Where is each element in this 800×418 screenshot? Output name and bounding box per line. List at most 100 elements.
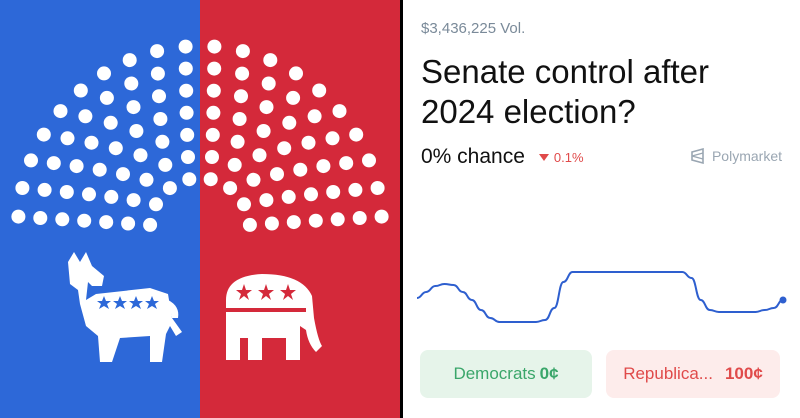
senate-seat [370, 181, 385, 195]
senate-seat [15, 181, 30, 195]
senate-seat [281, 189, 296, 204]
senate-seat [205, 127, 220, 142]
senate-seat [78, 109, 93, 124]
market-card[interactable]: $3,436,225 Vol. Senate control after 202… [403, 0, 800, 418]
senate-seat [133, 148, 148, 163]
senate-seat [73, 83, 88, 98]
senate-seat [348, 182, 363, 197]
senate-seat [264, 216, 279, 231]
senate-illustration [0, 0, 400, 418]
senate-seat [139, 172, 154, 187]
chart-series-line [416, 271, 784, 323]
chart-last-point [779, 296, 787, 304]
senate-seat [206, 105, 221, 120]
polymarket-logo-icon [691, 148, 704, 164]
buy-democrats-button[interactable]: Democrats 0¢ [420, 350, 592, 398]
senate-seat [227, 157, 242, 172]
chance-row: 0% chance 0.1% [421, 144, 584, 170]
senate-seat [235, 66, 250, 81]
outcome-price: 100¢ [724, 364, 763, 383]
senate-seat [289, 66, 303, 81]
senate-seat [126, 193, 141, 208]
senate-seat [126, 100, 141, 115]
senate-seat [207, 61, 222, 76]
outcome-name: Democrats [453, 364, 536, 383]
senate-seat [259, 193, 274, 208]
senate-seat [223, 181, 238, 196]
senate-seat [330, 212, 345, 227]
senate-seat [259, 100, 274, 115]
senate-seat [158, 157, 173, 172]
brand-name: Polymarket [711, 148, 782, 164]
senate-seat [69, 159, 84, 174]
senate-seat [55, 212, 70, 227]
senate-seat [77, 213, 92, 228]
senate-seat [270, 167, 284, 182]
senate-seat [108, 141, 123, 156]
senate-seat [36, 127, 51, 142]
senate-seat [308, 213, 323, 228]
senate-seat [286, 90, 301, 105]
senate-seat [97, 66, 111, 81]
senate-seat [232, 112, 247, 126]
senate-seat [316, 159, 331, 174]
senate-seat [181, 150, 195, 164]
down-arrow-icon [538, 153, 549, 161]
senate-seat [178, 39, 193, 54]
senate-seat [349, 127, 364, 142]
senate-seat [293, 162, 308, 177]
senate-seat [277, 141, 292, 156]
senate-seat [155, 134, 170, 149]
senate-seat [374, 209, 389, 224]
senate-seat [11, 209, 26, 224]
senate-seat [230, 134, 245, 149]
senate-seat [207, 39, 222, 54]
senate-seat [312, 83, 327, 98]
senate-seat [205, 150, 219, 164]
senate-seat [152, 89, 166, 104]
senate-seat [339, 156, 354, 171]
senate-seat [261, 76, 276, 91]
senate-seat [286, 215, 301, 230]
senate-seat [178, 61, 193, 76]
senate-seat [153, 112, 168, 126]
senate-seat [99, 90, 114, 105]
senate-seat [237, 197, 251, 212]
senate-seat [263, 53, 278, 68]
senate-seat [206, 83, 221, 98]
senate-seat [46, 156, 61, 171]
senate-seat [99, 215, 114, 230]
senate-seat [150, 44, 165, 59]
market-question[interactable]: Senate control after 2024 election? [421, 53, 710, 130]
senate-seat [246, 172, 261, 187]
senate-seat [203, 172, 218, 187]
senate-seat [60, 131, 75, 146]
buy-republicans-button[interactable]: Republica... 100¢ [606, 350, 780, 398]
senate-seat [104, 189, 119, 204]
senate-seat [149, 197, 163, 212]
volume-label: $3,436,225 Vol. [421, 20, 526, 37]
senate-seat [92, 162, 107, 177]
senate-seat [182, 172, 197, 187]
senate-seat [59, 185, 74, 199]
senate-seat [33, 211, 48, 225]
senate-seat [362, 153, 376, 168]
senate-seat [37, 182, 52, 197]
senate-seat [325, 131, 340, 146]
senate-seat [122, 53, 137, 68]
senate-seat [150, 66, 165, 81]
senate-seat [129, 124, 144, 138]
change-value: 0.1% [553, 149, 584, 165]
chance-value: 0% chance [421, 145, 525, 168]
senate-seat [121, 216, 136, 231]
price-history-chart [416, 271, 787, 323]
senate-parliament-graphic [0, 0, 400, 418]
senate-seat [304, 187, 318, 202]
polymarket-brand[interactable]: Polymarket [690, 148, 782, 164]
senate-seat [143, 217, 158, 232]
senate-seat [53, 104, 68, 119]
senate-seat [179, 105, 194, 120]
senate-seat [179, 83, 194, 98]
senate-seat [124, 76, 139, 91]
